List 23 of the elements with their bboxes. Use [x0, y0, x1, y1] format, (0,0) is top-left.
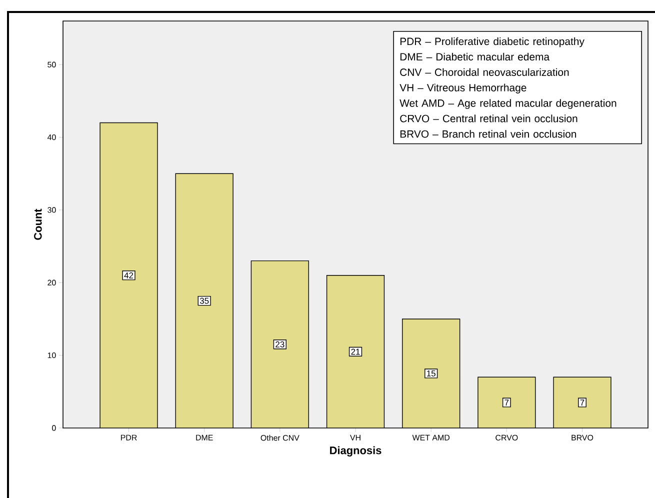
data-label: 23 — [276, 341, 284, 348]
bar — [100, 122, 158, 428]
data-label: 7 — [504, 400, 509, 406]
x-axis-title: Diagnosis — [330, 446, 382, 456]
data-label: 42 — [124, 272, 134, 278]
data-label: 15 — [427, 370, 436, 376]
data-label: 21 — [351, 348, 360, 355]
annotation: PDR – Proliferative diabetic retinopathy — [400, 37, 584, 48]
data-label: 35 — [200, 298, 209, 304]
bar — [176, 174, 234, 428]
bar — [251, 260, 309, 428]
annotation: DME – Diabetic macular edema — [400, 52, 550, 61]
y-axis-title: Count — [34, 208, 42, 240]
data-label: 7 — [580, 400, 584, 406]
annotation: CNV – Choroidal neovascularization — [400, 68, 569, 76]
annotation: Wet AMD – Age related macular degeneration — [400, 99, 616, 109]
annotation: CRVO – Central retinal vein occlusion — [400, 114, 578, 122]
bar — [402, 318, 460, 428]
annotation: VH – Vitreous Hemorrhage — [400, 84, 526, 94]
annotation: BRVO – Branch retinal vein occlusion — [400, 130, 576, 138]
bar — [553, 376, 612, 428]
bar — [326, 275, 384, 428]
bar — [478, 377, 536, 428]
